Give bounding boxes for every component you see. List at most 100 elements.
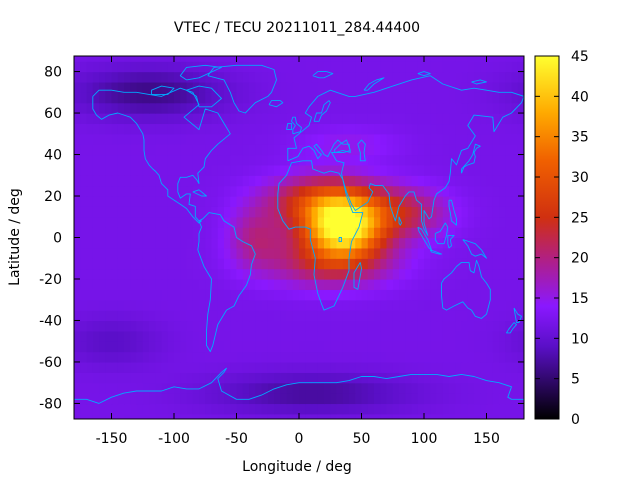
- heatmap-cell: [267, 289, 275, 301]
- heatmap-cell: [330, 102, 338, 114]
- heatmap-cell: [192, 361, 200, 373]
- heatmap-cell: [380, 393, 388, 405]
- heatmap-cell: [267, 237, 275, 249]
- heatmap-cell: [449, 185, 456, 197]
- heatmap-cell: [236, 258, 244, 270]
- heatmap-cell: [467, 196, 475, 207]
- heatmap-cell: [467, 71, 475, 83]
- heatmap-cell: [99, 61, 106, 73]
- heatmap-cell: [299, 351, 306, 363]
- heatmap-cell: [430, 403, 438, 415]
- heatmap-cell: [111, 403, 119, 415]
- heatmap-cell: [455, 330, 463, 342]
- heatmap-cell: [117, 320, 125, 332]
- heatmap-cell: [499, 278, 506, 290]
- heatmap-cell: [155, 164, 163, 176]
- heatmap-cell: [324, 144, 331, 156]
- heatmap-cell: [161, 278, 169, 290]
- heatmap-cell: [111, 185, 119, 197]
- heatmap-cell: [255, 102, 263, 114]
- heatmap-cell: [274, 310, 281, 322]
- heatmap-cell: [461, 413, 469, 419]
- heatmap-cell: [417, 133, 425, 145]
- heatmap-cell: [492, 361, 500, 373]
- heatmap-cell: [261, 403, 269, 415]
- heatmap-cell: [267, 361, 275, 373]
- heatmap-cell: [330, 56, 338, 62]
- heatmap-cell: [192, 372, 200, 384]
- heatmap-cell: [492, 56, 500, 62]
- heatmap-cell: [505, 227, 513, 239]
- heatmap-cell: [124, 330, 131, 342]
- heatmap-cell: [442, 361, 450, 373]
- heatmap-cell: [511, 81, 519, 93]
- heatmap-cell: [392, 102, 400, 114]
- heatmap-cell: [124, 310, 131, 322]
- heatmap-cell: [317, 320, 325, 332]
- heatmap-cell: [317, 413, 325, 419]
- heatmap-cell: [361, 393, 369, 405]
- heatmap-cell: [230, 403, 238, 415]
- heatmap-cell: [367, 227, 375, 239]
- heatmap-cell: [261, 278, 269, 290]
- heatmap-cell: [180, 361, 188, 373]
- heatmap-cell: [424, 268, 431, 280]
- heatmap-cell: [217, 144, 225, 156]
- heatmap-cell: [205, 144, 213, 156]
- heatmap-cell: [255, 113, 263, 125]
- heatmap-cell: [161, 92, 169, 104]
- heatmap-cell: [367, 247, 375, 259]
- heatmap-cell: [386, 113, 394, 125]
- heatmap-cell: [517, 247, 524, 259]
- heatmap-cell: [336, 216, 344, 228]
- heatmap-cell: [136, 154, 144, 166]
- heatmap-cell: [442, 227, 450, 239]
- heatmap-cell: [242, 258, 250, 270]
- heatmap-cell: [292, 133, 300, 145]
- heatmap-cell: [267, 175, 275, 187]
- heatmap-cell: [486, 413, 494, 419]
- heatmap-cell: [511, 71, 519, 83]
- heatmap-cell: [324, 56, 331, 62]
- heatmap-cell: [174, 227, 181, 239]
- heatmap-cell: [80, 289, 88, 301]
- heatmap-cell: [505, 56, 513, 62]
- heatmap-cell: [417, 258, 425, 270]
- heatmap-cell: [461, 341, 469, 353]
- heatmap-cell: [424, 61, 431, 73]
- heatmap-cell: [499, 268, 506, 280]
- heatmap-cell: [217, 268, 225, 280]
- heatmap-cell: [211, 71, 219, 83]
- heatmap-cell: [242, 61, 250, 73]
- y-tick-label: -20: [39, 272, 62, 288]
- x-axis-label: Longitude / deg: [242, 459, 352, 475]
- heatmap-cell: [430, 372, 438, 384]
- heatmap-cell: [180, 175, 188, 187]
- heatmap-cell: [305, 258, 313, 270]
- heatmap-cell: [149, 123, 156, 135]
- heatmap-cell: [399, 299, 406, 311]
- heatmap-cell: [186, 123, 194, 135]
- heatmap-cell: [261, 154, 269, 166]
- heatmap-cell: [224, 196, 231, 207]
- heatmap-cell: [499, 164, 506, 176]
- heatmap-cell: [286, 330, 294, 342]
- heatmap-cell: [230, 133, 238, 145]
- heatmap-cell: [424, 247, 431, 259]
- heatmap-cell: [299, 227, 306, 239]
- heatmap-cell: [124, 175, 131, 187]
- heatmap-cell: [405, 144, 413, 156]
- heatmap-cell: [230, 393, 238, 405]
- heatmap-cell: [205, 393, 213, 405]
- heatmap-cell: [217, 196, 225, 207]
- heatmap-cell: [136, 185, 144, 197]
- heatmap-cell: [392, 175, 400, 187]
- heatmap-cell: [261, 175, 269, 187]
- heatmap-cell: [505, 144, 513, 156]
- heatmap-cell: [517, 196, 524, 207]
- heatmap-cell: [492, 413, 500, 419]
- heatmap-cell: [242, 227, 250, 239]
- heatmap-cell: [424, 81, 431, 93]
- heatmap-cell: [249, 123, 256, 135]
- coastline-philippines: [448, 199, 457, 226]
